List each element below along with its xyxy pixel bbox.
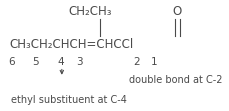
Text: CH₃CH₂CHCH=CHCCl: CH₃CH₂CHCH=CHCCl: [9, 38, 134, 51]
Text: 1: 1: [151, 57, 158, 67]
Text: ethyl substituent at C-4: ethyl substituent at C-4: [11, 95, 127, 105]
Text: 4: 4: [57, 57, 64, 67]
Text: CH₂CH₃: CH₂CH₃: [69, 5, 112, 18]
Text: 2: 2: [133, 57, 139, 67]
Text: 3: 3: [76, 57, 82, 67]
Text: double bond at C-2: double bond at C-2: [129, 75, 223, 85]
Text: 5: 5: [32, 57, 39, 67]
Text: 6: 6: [8, 57, 15, 67]
Text: O: O: [173, 5, 182, 18]
